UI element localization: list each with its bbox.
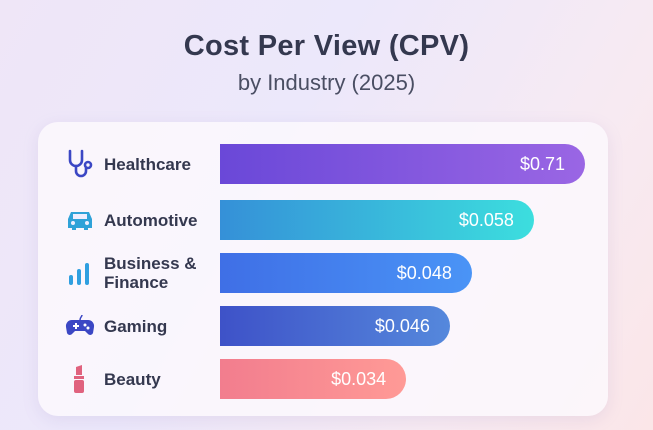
bar-row: Business & Finance $0.048 [38, 253, 608, 293]
bar: $0.71 [220, 144, 585, 184]
bar-chart-icon [64, 257, 96, 289]
bar-row: Gaming $0.046 [38, 306, 608, 346]
category-label: Automotive [104, 210, 198, 230]
bar: $0.046 [220, 306, 450, 346]
value-label: $0.058 [458, 209, 514, 230]
bar: $0.034 [220, 359, 407, 399]
bar-row: Automotive $0.058 [38, 200, 608, 240]
stethoscope-icon [64, 148, 96, 180]
chart-subtitle: by Industry (2025) [237, 70, 416, 95]
car-icon [64, 204, 96, 236]
lipstick-icon [64, 363, 96, 395]
value-label: $0.046 [374, 315, 430, 336]
category-label: Beauty [104, 369, 161, 389]
category-label: Healthcare [104, 154, 191, 174]
gamepad-icon [64, 310, 96, 342]
bar: $0.058 [220, 200, 534, 240]
chart-card: Healthcare $0.71 Automotive $0.058 Business … [38, 122, 608, 416]
category-label: Business & Finance [104, 254, 197, 292]
value-label: $0.034 [331, 368, 387, 389]
category-label: Gaming [104, 316, 168, 336]
value-label: $0.71 [519, 153, 565, 174]
bar: $0.048 [220, 253, 472, 293]
bar-row: Healthcare $0.71 [38, 144, 608, 184]
value-label: $0.048 [396, 262, 452, 283]
chart-title: Cost Per View (CPV) [183, 30, 470, 62]
bar-row: Beauty $0.034 [38, 359, 608, 399]
